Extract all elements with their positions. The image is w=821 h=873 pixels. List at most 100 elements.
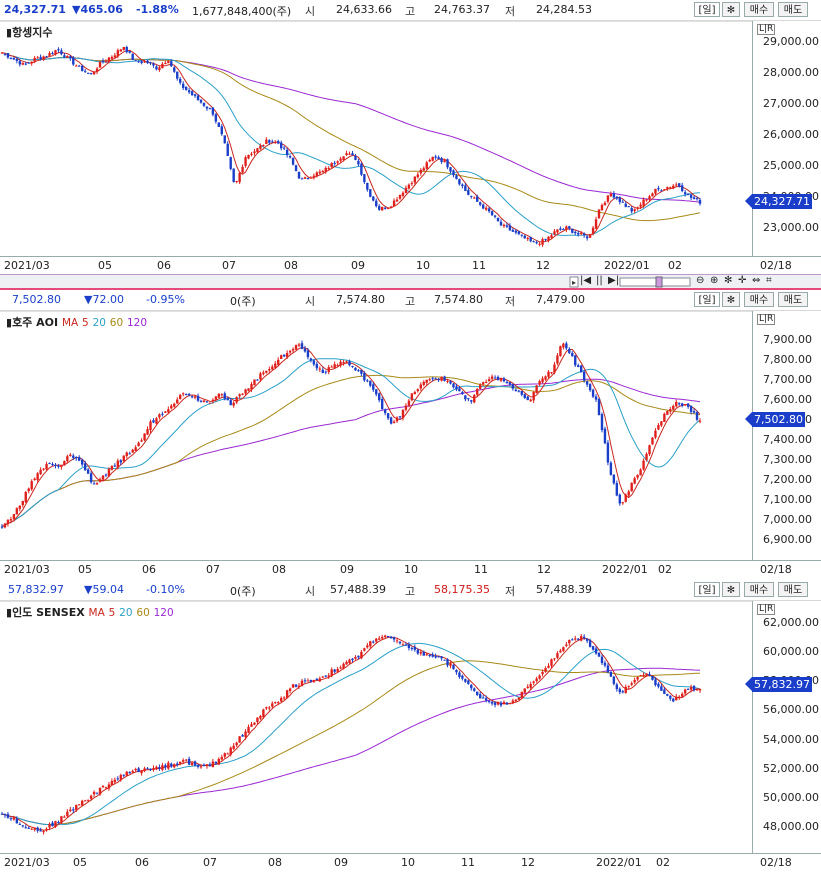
hsi-candle: [458, 178, 461, 186]
aoi-candle: [493, 375, 497, 379]
aoi-settings-icon[interactable]: ✻: [722, 292, 740, 307]
hsi-period-button[interactable]: [일]: [694, 2, 720, 17]
aoi-buy-button[interactable]: 매수: [744, 292, 774, 307]
hsi-candle: [363, 173, 366, 184]
aoi-candle: [339, 359, 342, 368]
hsi-candle: [627, 205, 630, 208]
hsi-candle: [571, 228, 574, 234]
sensex-candle: [526, 684, 529, 689]
hsi-candle: [437, 155, 440, 160]
hsi-candle: [140, 60, 143, 65]
hsi-lr-toggle[interactable]: L|R: [757, 24, 776, 35]
hsi-candle: [473, 196, 476, 199]
aoi-open-label: 시: [305, 295, 316, 308]
zoom-out-icon[interactable]: ⊖: [696, 275, 705, 286]
hsi-candle: [386, 207, 390, 210]
aoi-candle: [187, 393, 191, 397]
sensex-plot-area[interactable]: ▮인도 SENSEX MA 5 20 60 120: [0, 601, 752, 854]
chart-settings-icon[interactable]: ✻: [724, 275, 733, 286]
aoi-lr-toggle[interactable]: L|R: [757, 314, 776, 325]
sensex-candle: [268, 706, 271, 711]
aoi-candle: [351, 365, 354, 368]
aoi-candle: [21, 500, 24, 508]
hsi-sell-button[interactable]: 매도: [778, 2, 808, 17]
zoom-in-icon[interactable]: ⊕: [710, 275, 719, 286]
sensex-high: 58,175.35: [434, 583, 490, 596]
sensex-settings-icon[interactable]: ✻: [722, 582, 740, 597]
aoi-plot-area[interactable]: ▮호주 AOI MA 5 20 60 120: [0, 311, 752, 561]
sensex-price-scale[interactable]: [752, 601, 821, 853]
crosshair-icon[interactable]: ✛: [738, 275, 747, 286]
restore-icon[interactable]: ⇔: [752, 275, 761, 286]
hsi-plot-area[interactable]: ▮항셍지수: [0, 21, 752, 257]
aoi-candle: [526, 395, 529, 401]
hsi-candle: [428, 158, 431, 163]
hsi-candle: [541, 237, 544, 247]
aoi-candle: [78, 455, 81, 462]
hsi-candle: [161, 62, 164, 69]
sensex-candle: [211, 758, 215, 768]
sensex-volume: 0(주): [230, 585, 256, 598]
aoi-candle: [342, 359, 345, 366]
hsi-candle: [479, 201, 482, 207]
sensex-candle: [383, 634, 387, 638]
aoi-period-button[interactable]: [일]: [694, 292, 720, 307]
hsi-candle: [392, 198, 396, 207]
aoi-candle: [285, 350, 289, 359]
aoi-candle: [594, 394, 598, 402]
hsi-buy-button[interactable]: 매수: [744, 2, 774, 17]
aoi-sell-button[interactable]: 매도: [778, 292, 808, 307]
hsi-candle: [291, 157, 295, 166]
hsi-candle: [422, 166, 425, 171]
aoi-candle: [461, 390, 464, 395]
aoi-candle: [612, 474, 616, 485]
hsi-price-scale[interactable]: [752, 21, 821, 256]
sensex-candle: [639, 674, 642, 677]
hsi-candle: [173, 66, 176, 73]
sensex-candle: [648, 671, 651, 677]
sensex-candle: [176, 761, 179, 767]
sensex-candle: [223, 752, 226, 759]
sensex-candle: [217, 757, 221, 766]
hsi-settings-icon[interactable]: ✻: [722, 2, 740, 17]
hsi-y-tick: 23,000.00: [763, 221, 819, 234]
sensex-candle: [672, 697, 675, 703]
aoi-pct: -0.95%: [146, 293, 185, 306]
aoi-candle: [440, 376, 443, 382]
sensex-candle: [199, 764, 203, 769]
sensex-candle: [452, 664, 455, 670]
scroll-pause-icon[interactable]: ||: [596, 275, 603, 286]
hsi-candle: [532, 240, 535, 243]
hsi-x-label: 02/18: [760, 259, 792, 272]
aoi-candle: [131, 448, 134, 453]
hsi-candle: [698, 197, 702, 206]
aoi-candle: [363, 371, 366, 382]
hsi-open-label: 시: [305, 5, 316, 18]
chart-scrollbar[interactable]: ▸ |◀ || ▶| ⊖ ⊕ ✻ ✛ ⇔ ⌗: [0, 274, 821, 289]
fit-icon[interactable]: ⌗: [766, 275, 772, 286]
sensex-candle: [357, 655, 360, 660]
scroll-next-icon[interactable]: ▶|: [608, 275, 620, 286]
hsi-candle: [594, 216, 598, 230]
hsi-candle: [461, 183, 464, 189]
sensex-lr-toggle[interactable]: L|R: [757, 604, 776, 615]
hsi-candle: [83, 69, 87, 73]
hsi-candle: [612, 191, 616, 199]
sensex-candle: [324, 675, 327, 678]
sensex-candle: [196, 764, 200, 769]
aoi-candle: [226, 396, 229, 401]
sensex-candle: [481, 694, 485, 699]
sensex-period-button[interactable]: [일]: [694, 582, 720, 597]
aoi-price-scale[interactable]: [752, 311, 821, 560]
hsi-candle: [232, 168, 235, 183]
hsi-candle: [0, 51, 4, 54]
hsi-candle: [520, 234, 523, 238]
aoi-y-tick: 6,900.00: [763, 533, 812, 546]
hsi-candle: [321, 169, 324, 173]
sensex-candle: [294, 683, 298, 688]
sensex-candle: [621, 689, 624, 694]
scroll-first-icon[interactable]: |◀: [580, 275, 592, 286]
sensex-buy-button[interactable]: 매수: [744, 582, 774, 597]
sensex-candle: [327, 672, 330, 680]
sensex-sell-button[interactable]: 매도: [778, 582, 808, 597]
